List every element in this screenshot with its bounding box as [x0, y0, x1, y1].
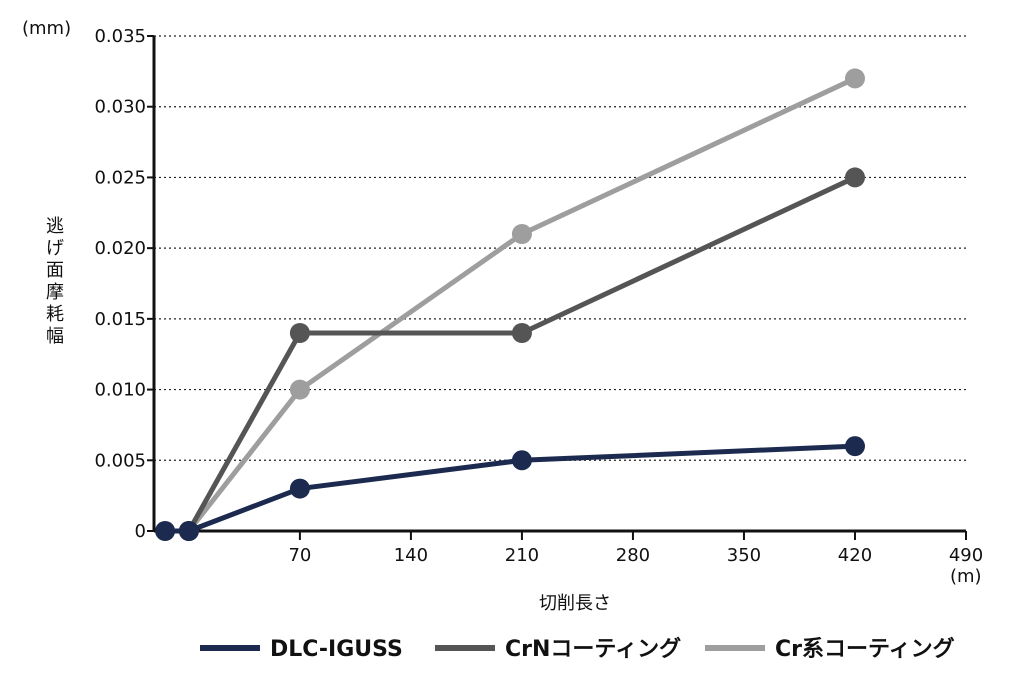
y-tick-label: 0.010 — [94, 380, 146, 401]
y-tick-label: 0.020 — [94, 238, 146, 259]
data-point — [289, 478, 310, 499]
legend-item-1: CrNコーティング — [435, 636, 681, 662]
data-point — [178, 521, 199, 541]
data-point — [511, 224, 532, 244]
gridlines — [154, 35, 966, 461]
x-axis-title: 切削長さ — [539, 593, 611, 614]
series-line — [165, 443, 856, 534]
y-tick-label: 0.015 — [94, 309, 146, 330]
x-unit-label: (m) — [950, 566, 982, 587]
series-0 — [155, 436, 865, 541]
series-line — [186, 76, 857, 533]
legend-item-2: Cr系コーティング — [705, 636, 955, 662]
axes — [152, 36, 966, 533]
x-tick-labels: 70 140 210 280 350 420 490 — [288, 531, 983, 566]
y-axis-title-char: 幅 — [46, 326, 64, 347]
data-point — [844, 68, 865, 89]
x-tick-label: 70 — [288, 545, 311, 566]
y-tick-label: 0 — [135, 521, 146, 542]
y-tick-labels: 0 0.005 0.010 0.015 0.020 0.025 0.030 0.035 — [94, 26, 154, 542]
x-tick-label: 280 — [616, 545, 650, 566]
y-axis-title-char: 面 — [46, 260, 64, 281]
x-tick-label: 350 — [727, 545, 761, 566]
y-axis-title-char: 耗 — [46, 304, 64, 325]
data-point — [844, 436, 865, 457]
y-unit-label: (mm) — [22, 18, 71, 39]
y-axis-title-char: 逃 — [46, 216, 64, 237]
series-line — [186, 175, 857, 533]
series-1 — [178, 167, 865, 541]
x-tick-label: 420 — [838, 545, 872, 566]
y-tick-label: 0.035 — [94, 26, 146, 47]
legend-label: Cr系コーティング — [775, 636, 955, 662]
y-tick-label: 0.005 — [94, 450, 146, 471]
x-tick-label: 490 — [949, 545, 983, 566]
x-tick-label: 140 — [394, 545, 428, 566]
series — [155, 68, 865, 541]
x-tick-label: 210 — [505, 545, 539, 566]
legend-label: CrNコーティング — [505, 636, 681, 662]
data-point — [155, 521, 176, 541]
legend-label: DLC-IGUSS — [270, 637, 403, 662]
y-tick-label: 0.030 — [94, 97, 146, 118]
data-point — [511, 450, 532, 471]
y-tick-label: 0.025 — [94, 167, 146, 188]
legend-item-0: DLC-IGUSS — [200, 637, 403, 662]
legend: DLC-IGUSS CrNコーティング Cr系コーティング — [200, 636, 955, 662]
data-point — [844, 167, 865, 188]
data-point — [511, 323, 532, 343]
data-point — [289, 379, 310, 400]
y-axis-title-char: 摩 — [46, 282, 64, 303]
y-axis-title-char: げ — [46, 238, 64, 259]
data-point — [289, 323, 310, 343]
